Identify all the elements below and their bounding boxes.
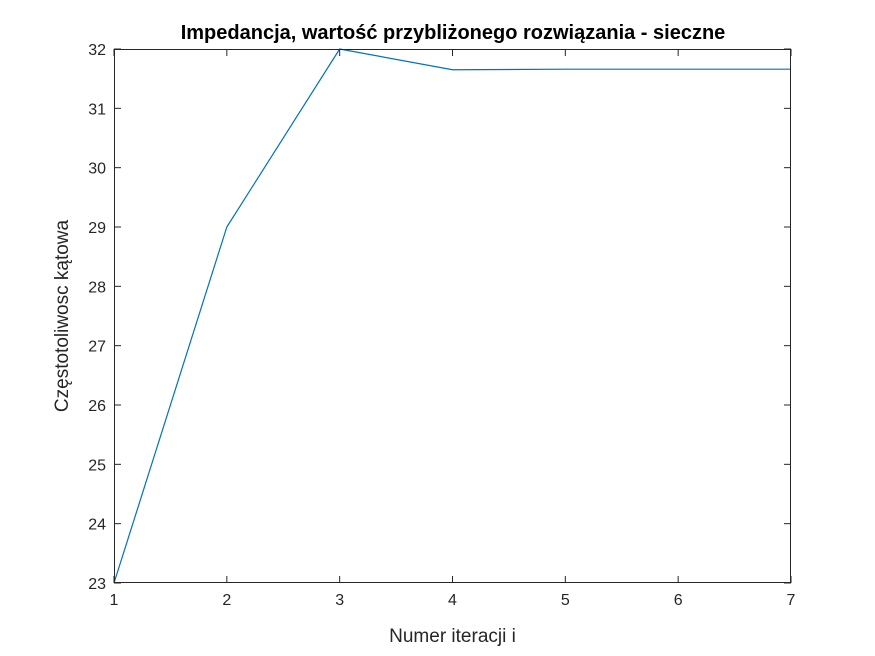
y-tick-label: 27 xyxy=(88,339,106,356)
y-tick-label: 23 xyxy=(88,576,106,593)
y-tick-label: 29 xyxy=(88,220,106,237)
series-layer xyxy=(113,48,791,584)
chart-title: Impedancja, wartość przybliżonego rozwią… xyxy=(181,22,726,44)
x-tick-label: 2 xyxy=(222,592,231,609)
y-tick-label: 26 xyxy=(88,398,106,415)
x-tick-label: 4 xyxy=(448,592,457,609)
y-tick-label: 25 xyxy=(88,457,106,474)
series-line-0 xyxy=(113,48,791,584)
y-axis-title: Częstotoliwosc kątowa xyxy=(52,219,73,412)
x-tick-label: 5 xyxy=(561,592,570,609)
x-tick-label: 7 xyxy=(787,592,796,609)
y-tick-label: 30 xyxy=(88,161,106,178)
x-tick-label: 1 xyxy=(110,592,119,609)
y-tick-label: 28 xyxy=(88,279,106,296)
y-tick-label: 24 xyxy=(88,517,106,534)
x-tick-label: 6 xyxy=(674,592,683,609)
x-axis-title: Numer iteracji i xyxy=(389,626,516,647)
axes xyxy=(113,48,792,584)
x-tick-label: 3 xyxy=(335,592,344,609)
y-tick-label: 31 xyxy=(88,101,106,118)
plot-area xyxy=(114,49,791,583)
y-tick-label: 32 xyxy=(88,42,106,59)
